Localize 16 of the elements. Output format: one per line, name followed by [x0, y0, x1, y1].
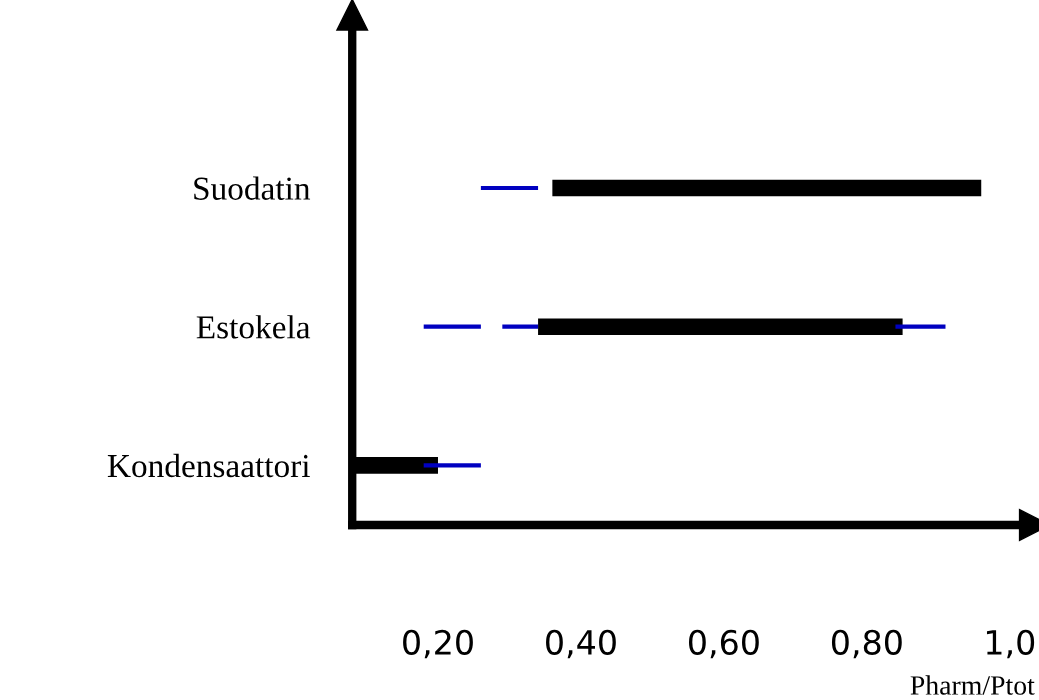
bar — [895, 324, 946, 329]
x-axis-title: Pharm/Ptot — [910, 675, 1035, 695]
bar — [538, 318, 903, 336]
x-tick-label: 1,0 — [986, 629, 1035, 659]
bar — [552, 179, 982, 197]
bar — [480, 185, 539, 191]
bar — [423, 463, 481, 468]
x-tick-label: 0,40 — [546, 629, 616, 659]
bar — [423, 324, 481, 329]
y-tick-label: Estokela — [196, 315, 311, 339]
x-tick-label: 0,60 — [689, 629, 759, 659]
x-tick-label: 0,80 — [831, 629, 902, 659]
x-tick-label: 0,20 — [403, 629, 473, 659]
y-tick-label: Kondensaattori — [107, 453, 310, 478]
y-tick-label: Suodatin — [194, 176, 311, 200]
bar — [502, 324, 539, 329]
